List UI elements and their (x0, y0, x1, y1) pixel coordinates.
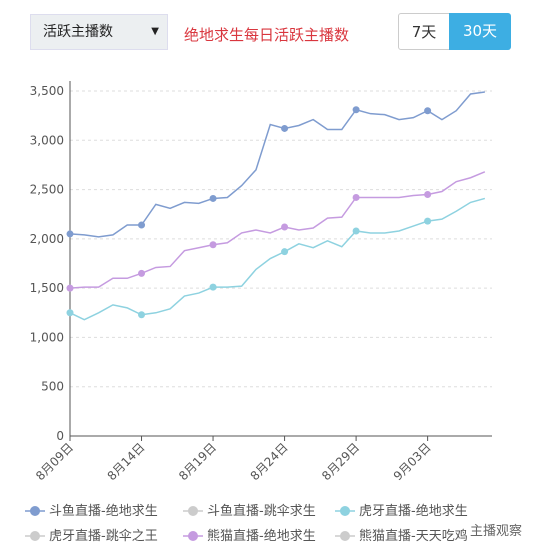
data-point (138, 221, 146, 229)
y-tick-label: 500 (41, 380, 64, 394)
data-point (352, 227, 360, 235)
y-tick-label: 1,000 (30, 330, 64, 344)
y-tick-label: 0 (56, 429, 64, 443)
data-point (352, 106, 360, 114)
data-point (138, 269, 146, 277)
watermark: 主播观察 (470, 524, 523, 539)
y-tick-label: 2,500 (30, 183, 64, 197)
legend-label: 虎牙直播-绝地求生 (359, 503, 468, 519)
series-line (69, 91, 485, 238)
select-label: 活跃主播数 (43, 24, 113, 40)
legend-label: 斗鱼直播-跳伞求生 (207, 503, 316, 519)
y-tick-label: 3,000 (30, 133, 64, 147)
x-tick-label: 8月14日 (105, 440, 148, 483)
legend-item[interactable]: 熊猫直播-绝地求生 (183, 528, 316, 544)
data-point (66, 284, 74, 292)
data-point (281, 223, 289, 231)
legend-label: 虎牙直播-跳伞之王 (49, 528, 158, 544)
data-point (281, 124, 289, 132)
x-tick-label: 9月03日 (391, 440, 434, 483)
range-button-active[interactable]: 30天 (449, 13, 511, 50)
legend-item[interactable]: 虎牙直播-跳伞之王 (25, 528, 158, 544)
legend-item[interactable]: 虎牙直播-绝地求生 (335, 503, 468, 519)
x-tick-label: 8月09日 (33, 440, 76, 483)
y-tick-label: 2,000 (30, 232, 64, 246)
legend-item[interactable]: 斗鱼直播-绝地求生 (25, 503, 158, 519)
data-point (209, 241, 217, 249)
metric-select[interactable]: 活跃主播数 ▼ (30, 14, 168, 50)
legend-item[interactable]: 熊猫直播-天天吃鸡 (335, 528, 468, 544)
data-point (424, 191, 432, 198)
legend-marker (30, 506, 40, 516)
legend-marker (340, 506, 350, 516)
data-point (209, 194, 217, 202)
select-arrow: ▼ (151, 26, 159, 37)
range-button[interactable]: 7天 (398, 13, 450, 50)
data-point (66, 309, 74, 317)
legend-marker (188, 531, 198, 541)
data-point (281, 248, 289, 256)
data-point (209, 283, 217, 291)
legend-label: 熊猫直播-绝地求生 (207, 528, 316, 544)
legend-marker (188, 506, 198, 516)
series-line (69, 197, 486, 321)
data-point (424, 107, 432, 115)
data-point (424, 217, 432, 225)
y-tick-label: 1,500 (30, 281, 64, 295)
legend-item[interactable]: 斗鱼直播-跳伞求生 (183, 503, 316, 519)
legend-label: 熊猫直播-天天吃鸡 (359, 528, 468, 544)
legend-label: 斗鱼直播-绝地求生 (49, 503, 158, 519)
data-point (352, 193, 360, 201)
legend-marker (30, 531, 40, 541)
data-point (66, 230, 74, 238)
x-tick-label: 8月29日 (319, 440, 362, 483)
x-tick-label: 8月19日 (176, 440, 219, 483)
chart-title: 绝地求生每日活跃主播数 (184, 26, 350, 44)
legend-marker (340, 531, 350, 541)
data-point (138, 311, 146, 319)
x-tick-label: 8月24日 (248, 440, 291, 483)
y-tick-label: 3,500 (30, 84, 64, 98)
